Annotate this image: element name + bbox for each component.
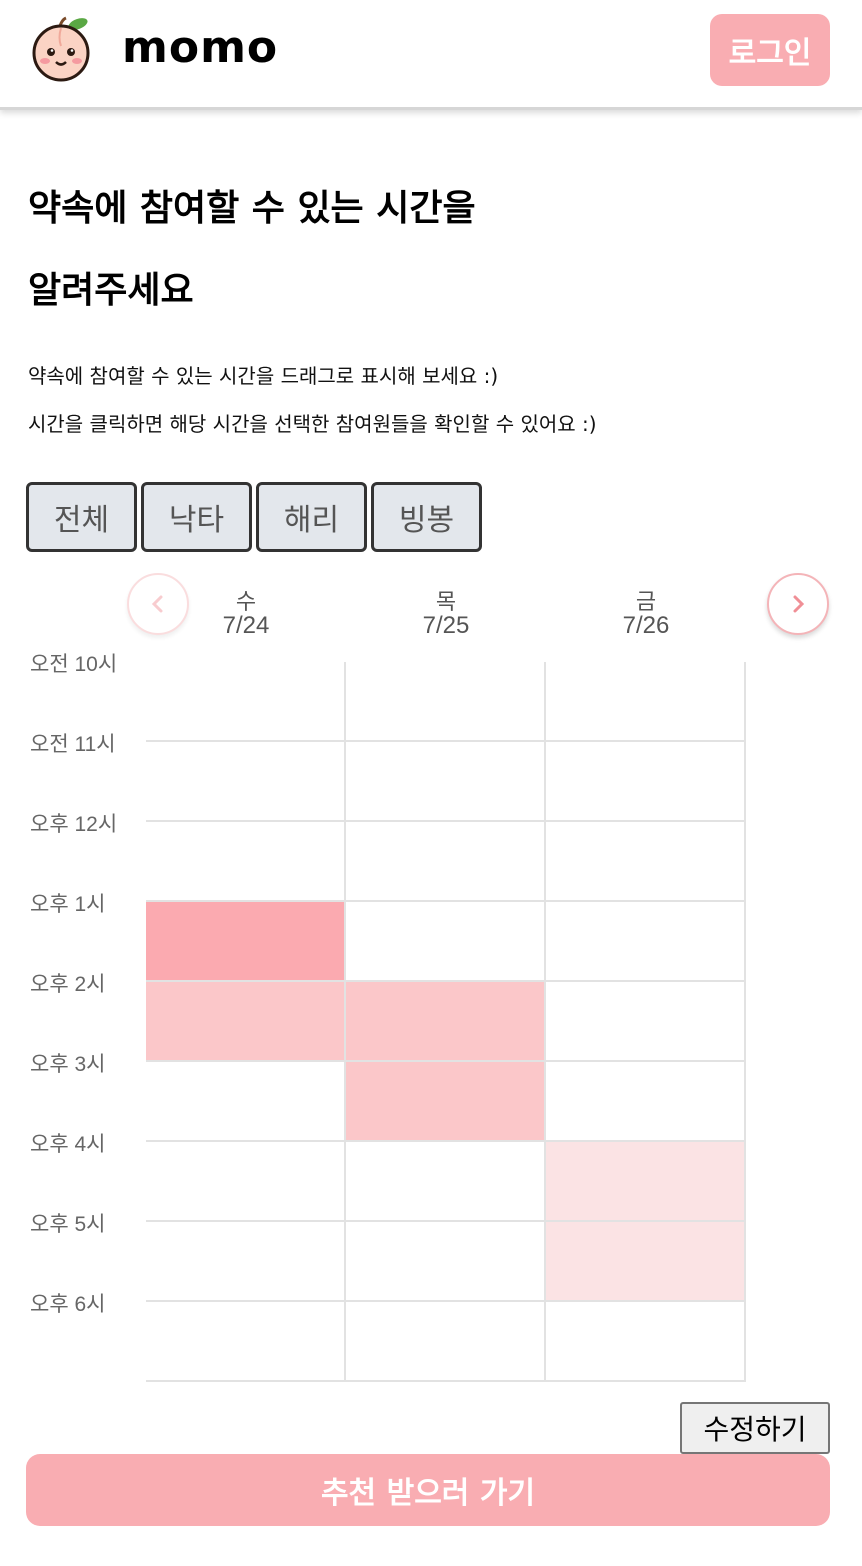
time-slot-cell[interactable] (146, 822, 346, 902)
page-title-line2: 알려주세요 (28, 270, 194, 311)
page-title-line1: 약속에 참여할 수 있는 시간을 (28, 188, 476, 229)
time-label: 오후 1시 (30, 893, 106, 916)
time-label: 오후 3시 (30, 1053, 106, 1076)
tab-harry[interactable]: 해리 (256, 482, 367, 552)
tab-all[interactable]: 전체 (26, 482, 137, 552)
time-slot-cell[interactable] (146, 902, 346, 982)
time-slot-cell[interactable] (546, 1302, 746, 1382)
get-recommendation-button[interactable]: 추천 받으러 가기 (26, 1454, 830, 1526)
time-slot-cell[interactable] (146, 662, 346, 742)
chevron-right-icon (793, 595, 805, 613)
day-date: 7/25 (422, 612, 470, 639)
tab-bingbong[interactable]: 빙봉 (371, 482, 482, 552)
time-slot-cell[interactable] (546, 822, 746, 902)
time-label: 오후 4시 (30, 1133, 106, 1156)
day-of-week: 수 (235, 589, 257, 614)
time-slot-cell[interactable] (346, 1222, 546, 1302)
app-title: momo (122, 22, 279, 73)
day-header-thu: 목 7/25 (346, 584, 546, 640)
member-tabs: 전체 낙타 해리 빙봉 (26, 482, 482, 552)
time-label: 오후 12시 (30, 813, 118, 836)
day-date: 7/26 (622, 612, 670, 639)
time-slot-cell[interactable] (546, 902, 746, 982)
time-label: 오후 6시 (30, 1293, 106, 1316)
time-slot-cell[interactable] (346, 742, 546, 822)
time-label: 오후 2시 (30, 973, 106, 996)
time-slot-cell[interactable] (546, 1062, 746, 1142)
time-slot-cell[interactable] (146, 1302, 346, 1382)
prev-days-button[interactable] (127, 573, 189, 635)
time-label: 오후 5시 (30, 1213, 106, 1236)
time-slot-cell[interactable] (346, 822, 546, 902)
time-slot-cell[interactable] (146, 1142, 346, 1222)
time-slot-cell[interactable] (346, 1302, 546, 1382)
time-slot-cell[interactable] (546, 1222, 746, 1302)
peach-face-icon[interactable] (28, 16, 94, 82)
availability-grid[interactable] (146, 662, 746, 1382)
time-slot-cell[interactable] (346, 902, 546, 982)
time-slot-cell[interactable] (546, 1142, 746, 1222)
time-label: 오전 11시 (30, 733, 116, 756)
page-title: 약속에 참여할 수 있는 시간을 알려주세요 (28, 168, 728, 332)
day-of-week: 금 (635, 589, 657, 614)
description-click: 시간을 클릭하면 해당 시간을 선택한 참여원들을 확인할 수 있어요 :) (28, 412, 597, 436)
next-days-button[interactable] (767, 573, 829, 635)
chevron-left-icon (151, 595, 163, 613)
time-slot-cell[interactable] (546, 742, 746, 822)
tab-nakta[interactable]: 낙타 (141, 482, 252, 552)
time-slot-cell[interactable] (346, 662, 546, 742)
time-slot-cell[interactable] (546, 662, 746, 742)
time-slot-cell[interactable] (346, 982, 546, 1062)
day-date: 7/24 (222, 612, 270, 639)
day-of-week: 목 (435, 589, 457, 614)
time-slot-cell[interactable] (346, 1062, 546, 1142)
day-header-fri: 금 7/26 (546, 584, 746, 640)
time-slot-cell[interactable] (146, 742, 346, 822)
time-slot-cell[interactable] (146, 982, 346, 1062)
edit-button[interactable]: 수정하기 (680, 1402, 830, 1454)
time-slot-cell[interactable] (346, 1142, 546, 1222)
login-button[interactable]: 로그인 (710, 14, 830, 86)
header: momo 로그인 (0, 0, 862, 110)
day-header-wed: 수 7/24 (146, 584, 346, 640)
description-drag: 약속에 참여할 수 있는 시간을 드래그로 표시해 보세요 :) (28, 364, 499, 388)
time-slot-cell[interactable] (546, 982, 746, 1062)
time-label: 오전 10시 (30, 653, 118, 676)
time-slot-cell[interactable] (146, 1062, 346, 1142)
time-slot-cell[interactable] (146, 1222, 346, 1302)
